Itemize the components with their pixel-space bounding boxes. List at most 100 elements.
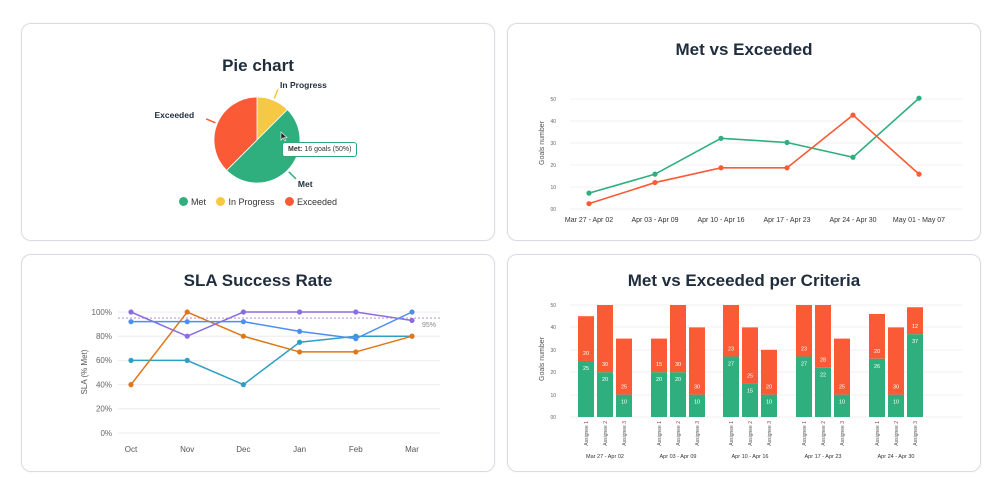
bar-value-label: 30 [675, 362, 681, 368]
data-point [297, 328, 303, 334]
series-line-0 [588, 97, 920, 194]
group-label: Apr 24 - Apr 30 [878, 454, 915, 460]
bar-value-label: 37 [912, 339, 918, 345]
bar-value-label: 25 [621, 385, 627, 391]
legend-label: Exceeded [297, 197, 338, 207]
bar-segment-met [689, 394, 705, 417]
y-tick-label: 30 [550, 141, 556, 147]
bar-segment-exceeded [616, 338, 632, 395]
bar-value-label: 15 [747, 388, 753, 394]
legend-item-met[interactable]: Met [178, 197, 206, 207]
x-tick-label: Assignee 1 [657, 421, 663, 446]
bar-value-label: 10 [694, 400, 700, 406]
pie-slice-label: In Progress [280, 80, 327, 90]
series-line-2 [130, 311, 413, 338]
data-point [353, 349, 359, 355]
x-tick-label: Assignee 3 [840, 421, 846, 446]
x-tick-label: Assignee 2 [821, 421, 827, 446]
data-point [240, 319, 246, 325]
data-point [240, 309, 246, 315]
y-tick-label: 20 [550, 163, 556, 169]
bar-value-label: 30 [893, 385, 899, 391]
x-tick-label: Jan [293, 445, 306, 454]
group-label: Apr 17 - Apr 23 [805, 454, 842, 460]
pie-leader-line [288, 171, 297, 180]
data-point [409, 309, 415, 315]
stacked-title: Met vs Exceeded per Criteria [627, 271, 861, 290]
y-tick-label: 50 [550, 97, 556, 103]
met-vs-exceeded-card: Met vs Exceeded Goals number 00 10 20 30 40 5… [507, 23, 981, 241]
bar-segment-exceeded [815, 305, 831, 368]
bar-segment-met [597, 372, 613, 417]
bar-segment-exceeded [761, 349, 777, 395]
legend-item-exceeded[interactable]: Exceeded [285, 197, 337, 207]
bar-value-label: 20 [874, 349, 880, 355]
x-tick-label: Assignee 1 [584, 421, 590, 446]
bar-segment-met [742, 383, 758, 417]
bar-value-label: 10 [766, 400, 772, 406]
x-tick-label: Assignee 3 [622, 421, 628, 446]
stacked-chart: Goals number 00 10 20 30 40 50 25 20 Assignee 1 2… [539, 303, 963, 460]
x-tick-label: Assignee 3 [767, 421, 773, 446]
y-tick-label: 10 [550, 185, 556, 191]
data-point [409, 333, 415, 339]
bar-value-label: 27 [801, 362, 807, 368]
bar-segment-exceeded [597, 305, 613, 373]
data-point [916, 171, 922, 177]
data-point [409, 317, 415, 324]
legend-dot-exceeded [285, 197, 295, 206]
data-point [128, 357, 134, 363]
data-point [652, 179, 658, 186]
data-point [784, 139, 790, 146]
pie-leader-line [205, 118, 216, 124]
bar-value-label: 10 [893, 400, 899, 406]
series-line-3 [131, 311, 413, 340]
data-point [586, 201, 592, 207]
bar-segment-met [670, 372, 686, 417]
legend-label: Met [190, 197, 206, 207]
sla-card: SLA Success Rate SLA (% Met) 95% 0% 20% 40… [21, 254, 495, 472]
stacked-card: Met vs Exceeded per Criteria Goals numbe… [507, 254, 981, 472]
data-point [184, 333, 190, 339]
bar-value-label: 25 [839, 385, 845, 391]
bar-value-label: 30 [694, 385, 700, 391]
data-point [297, 349, 303, 355]
bar-segment-exceeded [723, 305, 739, 357]
x-tick-label: May 01 - May 07 [893, 217, 945, 224]
pie-legend: Met In Progress Exceeded [22, 197, 494, 207]
pie-slice-met [226, 109, 301, 184]
x-tick-label: Apr 24 - Apr 30 [829, 217, 876, 224]
data-point [916, 95, 922, 101]
group-label: Mar 27 - Apr 02 [586, 454, 624, 460]
x-tick-label: Mar 27 - Apr 02 [565, 217, 613, 224]
data-point [184, 357, 190, 363]
y-tick-label: 00 [550, 415, 556, 421]
bar-segment-met [815, 367, 831, 417]
data-point [184, 309, 190, 315]
x-tick-label: Assignee 2 [676, 421, 682, 446]
x-tick-label: Assignee 3 [913, 421, 919, 446]
tooltip-label: Met: [288, 146, 303, 153]
tooltip-value: 16 goals (50%) [304, 146, 352, 153]
pie-slice-label: Exceeded [154, 110, 194, 120]
bar-value-label: 10 [621, 400, 627, 406]
bar-value-label: 12 [912, 324, 918, 330]
pie-slice-exceeded [213, 96, 258, 171]
y-tick-label: 00 [550, 207, 556, 213]
x-tick-label: Feb [349, 445, 363, 454]
y-tick-label: 80% [96, 332, 112, 341]
bar-segment-met [869, 358, 885, 417]
data-point [240, 382, 246, 388]
x-tick-label: Assignee 2 [748, 421, 754, 446]
bar-segment-met [834, 394, 850, 417]
x-tick-label: Nov [180, 445, 194, 454]
bar-segment-met [578, 361, 594, 417]
y-axis-label: SLA (% Met) [80, 349, 89, 394]
sla-chart: SLA (% Met) 95% 0% 20% 40% 60% 80% 100% Oct Nov… [80, 308, 440, 454]
legend-dot-met [178, 197, 188, 206]
data-point [128, 319, 134, 325]
y-tick-label: 20% [96, 405, 112, 414]
x-tick-label: Dec [236, 445, 250, 454]
bar-value-label: 28 [820, 358, 826, 364]
legend-item-in-progress[interactable]: In Progress [216, 197, 275, 207]
